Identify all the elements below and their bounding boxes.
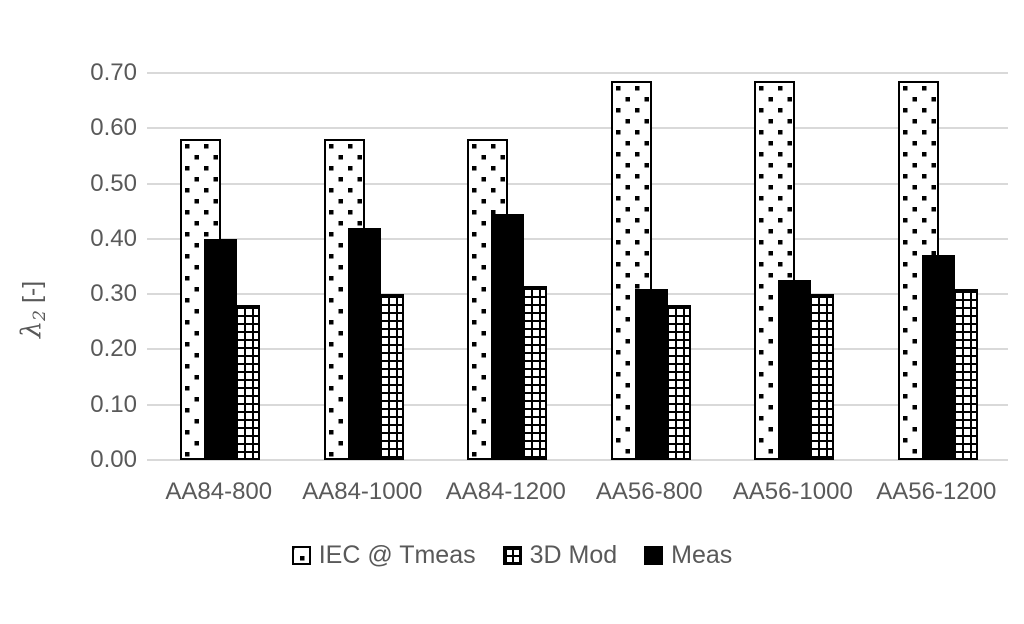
y-axis-tick-label: 0.00 xyxy=(90,446,137,473)
x-axis-label-aa56-800: AA56-800 xyxy=(595,478,703,505)
legend-label: Meas xyxy=(671,541,733,569)
bar-meas-aa56-800 xyxy=(634,289,668,460)
bar-3d-mod-aa56-1000 xyxy=(808,294,834,460)
bar-3d-mod-aa84-1000 xyxy=(377,294,404,460)
bar-meas-aa84-1200 xyxy=(491,214,524,460)
gridline xyxy=(147,459,1008,461)
bar-3d-mod-aa84-800 xyxy=(234,305,260,460)
x-axis-label-aa84-800: AA84-800 xyxy=(165,478,273,505)
legend-label: 3D Mod xyxy=(529,541,618,569)
bar-meas-aa56-1000 xyxy=(778,280,811,460)
legend-item-iec-tmeas: IEC @ Tmeas xyxy=(291,541,476,570)
y-axis-tick-label: 0.60 xyxy=(90,114,137,142)
bar-3d-mod-aa84-1200 xyxy=(521,286,547,460)
legend-item-3d-mod: 3D Mod xyxy=(502,541,618,570)
y-axis-tick-label: 0.40 xyxy=(90,224,137,252)
y-axis-tick-label: 0.10 xyxy=(90,390,137,418)
legend-swatch-grid-icon xyxy=(502,546,522,565)
x-axis-label-aa56-1200: AA56-1200 xyxy=(876,478,997,505)
y-axis-title-unit: [-] xyxy=(18,280,46,304)
gridline xyxy=(147,72,1008,74)
legend-swatch-solid-icon xyxy=(644,546,664,565)
x-axis-label-aa56-1000: AA56-1000 xyxy=(732,478,853,505)
y-axis-tick-label: 0.20 xyxy=(90,335,137,363)
plot-area: 0.00 0.10 0.20 0.30 0.40 0.50 0.60 0.70 AA84-800… xyxy=(90,59,1008,505)
gridline xyxy=(147,237,1008,240)
gridline xyxy=(147,403,1008,406)
y-axis-title-subscript: 2 xyxy=(30,310,50,321)
bar-meas-aa84-800 xyxy=(204,239,237,460)
bar-3d-mod-aa56-1200 xyxy=(951,289,978,460)
x-axis-label-aa84-1200: AA84-1200 xyxy=(445,478,566,505)
y-axis-title: λ2 [-] xyxy=(16,281,50,338)
y-axis-title-symbol: λ xyxy=(16,320,47,338)
bar-3d-mod-aa56-800 xyxy=(664,305,691,460)
legend-swatch-dotted-icon xyxy=(291,546,311,565)
y-axis-tick-label: 0.30 xyxy=(90,280,137,308)
gridline xyxy=(147,293,1008,296)
legend-item-meas: Meas xyxy=(644,541,732,570)
legend-label: IEC @ Tmeas xyxy=(318,541,476,569)
x-axis-label-aa84-1000: AA84-1000 xyxy=(302,478,423,505)
y-axis-tick-label: 0.70 xyxy=(90,59,137,86)
gridline xyxy=(147,127,1008,130)
gridline xyxy=(147,182,1008,185)
legend: IEC @ Tmeas 3D Mod Meas xyxy=(0,541,1024,570)
bar-meas-aa56-1200 xyxy=(921,255,955,460)
gridline xyxy=(147,348,1008,351)
y-axis-tick-label: 0.50 xyxy=(90,169,137,197)
bar-meas-aa84-1000 xyxy=(347,228,381,460)
